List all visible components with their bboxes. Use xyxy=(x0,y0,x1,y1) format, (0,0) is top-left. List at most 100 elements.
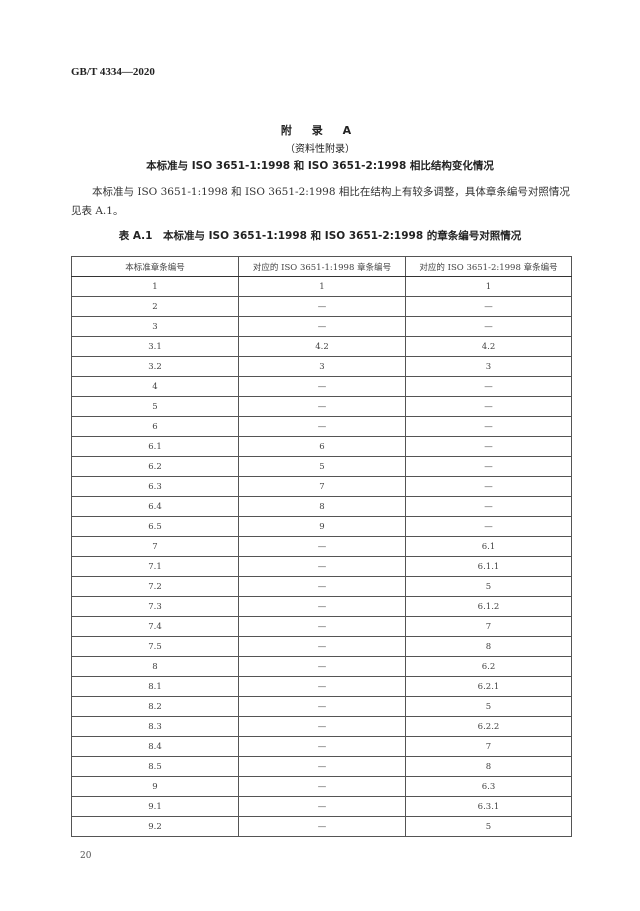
table-cell: — xyxy=(238,556,406,577)
table-row: 8.4—7 xyxy=(71,736,572,757)
table-row: 7—6.1 xyxy=(71,536,572,557)
table-cell: 7 xyxy=(71,536,239,557)
table-cell: 5 xyxy=(71,396,239,417)
table-cell: 5 xyxy=(238,456,406,477)
table-cell: 3 xyxy=(405,356,572,377)
table-header-row: 本标准章条编号 对应的 ISO 3651-1:1998 章条编号 对应的 ISO… xyxy=(71,256,572,277)
table-cell: 8 xyxy=(238,496,406,517)
table-row: 6.4 8— xyxy=(71,496,572,517)
table-row: 8.3—6.2.2 xyxy=(71,716,572,737)
table-cell: — xyxy=(238,636,406,657)
table-cell: 6.3 xyxy=(71,476,239,497)
table-cell: — xyxy=(405,516,572,537)
table-row: 8.1—6.2.1 xyxy=(71,676,572,697)
table-row: 6.2 5— xyxy=(71,456,572,477)
table-cell: 6.1 xyxy=(405,536,572,557)
table-cell: 6.2 xyxy=(405,656,572,677)
table-cell: — xyxy=(238,416,406,437)
table-row: 9.1—6.3.1 xyxy=(71,796,572,817)
table-cell: — xyxy=(405,316,572,337)
table-cell: 6.5 xyxy=(71,516,239,537)
column-header: 本标准章条编号 xyxy=(71,256,239,277)
table-cell: 4.2 xyxy=(238,336,406,357)
table-cell: — xyxy=(405,376,572,397)
table-row: 3.1 4.2 4.2 xyxy=(71,336,572,357)
table-cell: 6.1.1 xyxy=(405,556,572,577)
table-cell: — xyxy=(238,656,406,677)
table-cell: — xyxy=(405,416,572,437)
table-row: 3— — xyxy=(71,316,572,337)
table-cell: 5 xyxy=(405,816,572,837)
table-cell: 8 xyxy=(405,636,572,657)
table-cell: — xyxy=(238,596,406,617)
table-cell: — xyxy=(405,476,572,497)
table-cell: 6 xyxy=(238,436,406,457)
table-row: 7.3—6.1.2 xyxy=(71,596,572,617)
table-cell: 3.2 xyxy=(71,356,239,377)
column-header: 对应的 ISO 3651-1:1998 章条编号 xyxy=(238,256,406,277)
table-row: 8.2—5 xyxy=(71,696,572,717)
table-cell: 7.5 xyxy=(71,636,239,657)
table-cell: 1 xyxy=(238,276,406,297)
table-cell: 1 xyxy=(405,276,572,297)
table-cell: — xyxy=(405,436,572,457)
table-cell: 6.3 xyxy=(405,776,572,797)
table-cell: — xyxy=(405,496,572,517)
table-cell: — xyxy=(238,696,406,717)
table-cell: — xyxy=(238,296,406,317)
table-cell: 6.1 xyxy=(71,436,239,457)
table-cell: — xyxy=(238,576,406,597)
table-cell: 3.1 xyxy=(71,336,239,357)
table-cell: 1 xyxy=(71,276,239,297)
table-cell: 8.1 xyxy=(71,676,239,697)
clause-correspondence-table: 本标准章条编号 对应的 ISO 3651-1:1998 章条编号 对应的 ISO… xyxy=(71,256,572,837)
appendix-subtitle: （资料性附录） xyxy=(285,144,355,155)
table-cell: 6.4 xyxy=(71,496,239,517)
intro-paragraph: 本标准与 ISO 3651-1:1998 和 ISO 3651-2:1998 相… xyxy=(71,186,570,217)
table-row: 6.5 9— xyxy=(71,516,572,537)
table-row: 6.1 6— xyxy=(71,436,572,457)
table-cell: 7.1 xyxy=(71,556,239,577)
table-row: 7.4—7 xyxy=(71,616,572,637)
table-cell: — xyxy=(238,676,406,697)
table-row: 7.1—6.1.1 xyxy=(71,556,572,577)
table-cell: 6.2.2 xyxy=(405,716,572,737)
table-row: 3.2 3 3 xyxy=(71,356,572,377)
table-row: 6— — xyxy=(71,416,572,437)
table-cell: 6.3.1 xyxy=(405,796,572,817)
table-cell: — xyxy=(405,296,572,317)
table-cell: 6.2.1 xyxy=(405,676,572,697)
table-cell: 7 xyxy=(405,736,572,757)
column-header: 对应的 ISO 3651-2:1998 章条编号 xyxy=(405,256,572,277)
table-cell: — xyxy=(238,736,406,757)
table-cell: — xyxy=(238,376,406,397)
table-cell: 8.3 xyxy=(71,716,239,737)
table-cell: 7 xyxy=(238,476,406,497)
table-caption: 表 A.1 本标准与 ISO 3651-1:1998 和 ISO 3651-2:… xyxy=(118,230,522,242)
table-cell: 8.5 xyxy=(71,756,239,777)
table-cell: 2 xyxy=(71,296,239,317)
table-cell: 7.2 xyxy=(71,576,239,597)
table-cell: 6.2 xyxy=(71,456,239,477)
table-cell: 4 xyxy=(71,376,239,397)
appendix-title: 附 录 A xyxy=(280,124,360,137)
table-cell: 9.1 xyxy=(71,796,239,817)
table-cell: 9 xyxy=(71,776,239,797)
table-cell: 7.4 xyxy=(71,616,239,637)
table-cell: — xyxy=(238,776,406,797)
table-cell: 8.4 xyxy=(71,736,239,757)
table-row: 8—6.2 xyxy=(71,656,572,677)
table-row: 9.2—5 xyxy=(71,816,572,837)
table-cell: — xyxy=(238,616,406,637)
table-cell: 7 xyxy=(405,616,572,637)
table-row: 6.3 7— xyxy=(71,476,572,497)
table-cell: — xyxy=(238,536,406,557)
table-row: 2— — xyxy=(71,296,572,317)
table-cell: — xyxy=(405,456,572,477)
table-cell: — xyxy=(238,716,406,737)
table-cell: 9 xyxy=(238,516,406,537)
table-cell: — xyxy=(405,396,572,417)
table-cell: 3 xyxy=(71,316,239,337)
table-cell: — xyxy=(238,316,406,337)
